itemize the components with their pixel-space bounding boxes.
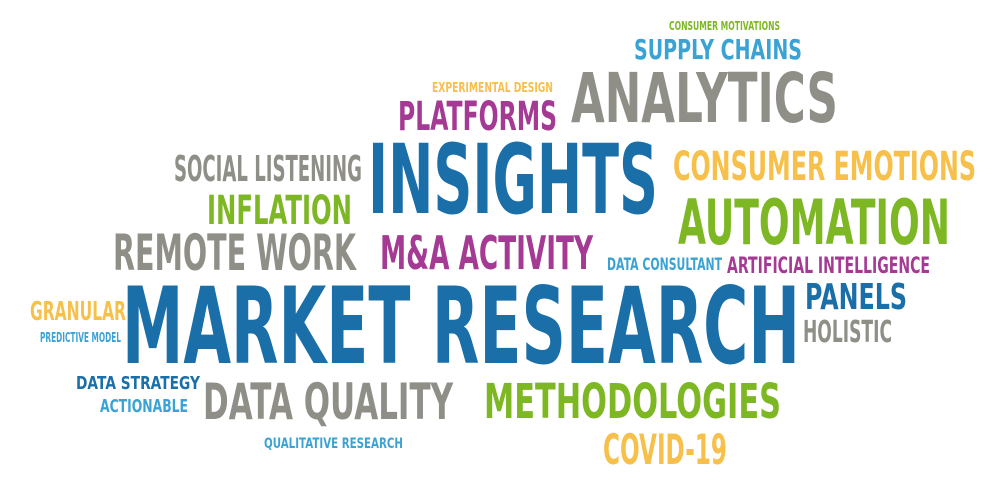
word-data-strategy: DATA STRATEGY — [76, 373, 200, 394]
word-holistic: HOLISTIC — [803, 315, 892, 350]
word-market-research: MARKET RESEARCH — [122, 265, 801, 388]
word-consumer-motivations: CONSUMER MOTIVATIONS — [669, 19, 780, 33]
word-automation: AUTOMATION — [678, 186, 950, 259]
word-data-quality: DATA QUALITY — [203, 373, 453, 431]
word-remote-work: REMOTE WORK — [113, 224, 356, 282]
word-platforms: PLATFORMS — [398, 94, 557, 140]
word-experimental-design: EXPERIMENTAL DESIGN — [432, 81, 553, 96]
word-panels: PANELS — [805, 277, 907, 318]
word-insights: INSIGHTS — [368, 124, 658, 236]
word-supply-chains: SUPPLY CHAINS — [634, 33, 802, 66]
word-covid-19: COVID-19 — [603, 425, 727, 474]
word-analytics: ANALYTICS — [571, 59, 838, 139]
word-consumer-emotions: CONSUMER EMOTIONS — [673, 144, 976, 190]
word-predictive-model: PREDICTIVE MODEL — [40, 331, 121, 346]
word-methodologies: METHODOLOGIES — [484, 374, 781, 430]
word-social-listening: SOCIAL LISTENING — [174, 149, 362, 190]
word-ma-activity: M&A ACTIVITY — [380, 226, 593, 280]
word-qualitative-research: QUALITATIVE RESEARCH — [264, 436, 403, 452]
word-artificial-intelligence: ARTIFICIAL INTELLIGENCE — [727, 254, 930, 279]
word-actionable: ACTIONABLE — [100, 396, 188, 417]
word-inflation: INFLATION — [207, 188, 352, 234]
word-granular: GRANULAR — [30, 297, 126, 327]
word-data-consultant: DATA CONSULTANT — [607, 255, 722, 275]
